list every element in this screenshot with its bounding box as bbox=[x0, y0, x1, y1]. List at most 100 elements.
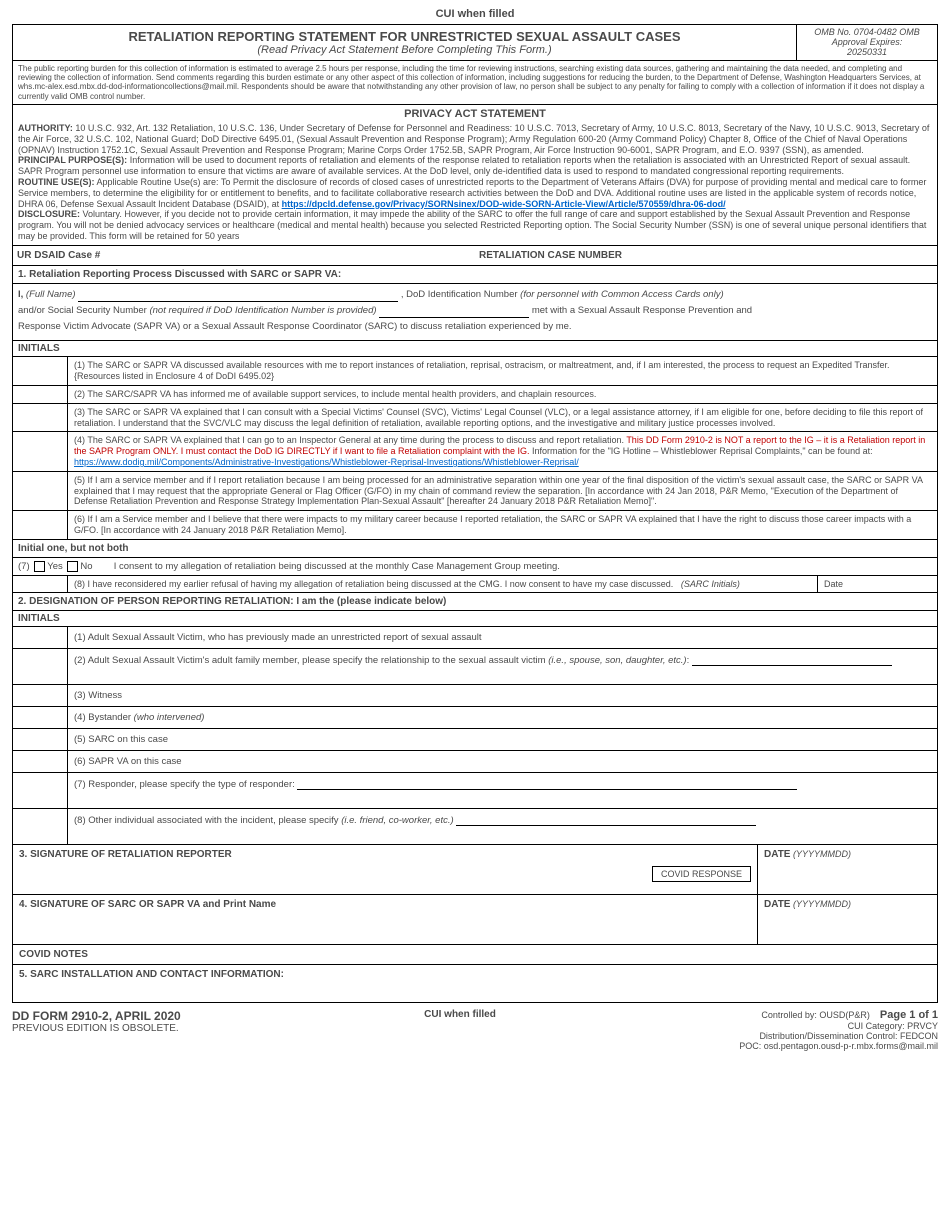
s2-r8-initials[interactable] bbox=[13, 809, 68, 844]
s2-r7-text: (7) Responder, please specify the type o… bbox=[68, 773, 937, 808]
item-4-text-b: Information for the "IG Hotline – Whistl… bbox=[530, 446, 873, 456]
s2-r2-text-b: (i.e., spouse, son, daughter, etc.) bbox=[548, 655, 686, 666]
item-5-row: (5) If I am a service member and if I re… bbox=[13, 471, 937, 510]
item-7-number: (7) bbox=[18, 561, 30, 572]
footer: DD FORM 2910-2, APRIL 2020 PREVIOUS EDIT… bbox=[12, 1009, 938, 1051]
case-number-row: UR DSAID Case # RETALIATION CASE NUMBER bbox=[12, 246, 938, 266]
dsaid-case-label: UR DSAID Case # bbox=[13, 246, 475, 265]
dod-id-label: , DoD Identification Number bbox=[401, 289, 518, 300]
no-label: No bbox=[80, 561, 92, 572]
s2-r7-field[interactable] bbox=[297, 778, 797, 790]
item-6-row: (6) If I am a Service member and I belie… bbox=[13, 510, 937, 539]
page-number: Page 1 of 1 bbox=[880, 1009, 938, 1021]
section-2-initials-label: INITIALS bbox=[13, 611, 937, 626]
title-main: RETALIATION REPORTING STATEMENT FOR UNRE… bbox=[13, 25, 797, 60]
s2-row-3: (3) Witness bbox=[12, 685, 938, 707]
form-title: RETALIATION REPORTING STATEMENT FOR UNRE… bbox=[17, 29, 792, 44]
section-1-line3: Response Victim Advocate (SAPR VA) or a … bbox=[18, 320, 932, 334]
s2-r2-initials[interactable] bbox=[13, 649, 68, 684]
s2-r2-text-a: (2) Adult Sexual Assault Victim's adult … bbox=[74, 655, 548, 666]
item-8-date-label: Date bbox=[817, 576, 937, 592]
item-4-text-a: (4) The SARC or SAPR VA explained that I… bbox=[74, 435, 626, 445]
s2-r1-initials[interactable] bbox=[13, 627, 68, 648]
item-6-initials[interactable] bbox=[13, 511, 68, 539]
routine-link[interactable]: https://dpcld.defense.gov/Privacy/SORNsi… bbox=[282, 199, 726, 209]
purpose-text: Information will be used to document rep… bbox=[18, 155, 910, 176]
item-2-row: (2) The SARC/SAPR VA has informed me of … bbox=[13, 385, 937, 403]
ssn-label: and/or Social Security Number bbox=[18, 305, 147, 316]
s2-r1-text: (1) Adult Sexual Assault Victim, who has… bbox=[68, 627, 937, 648]
section-3-date-label: DATE bbox=[764, 849, 790, 860]
authority-label: AUTHORITY: bbox=[18, 123, 73, 133]
s2-row-6: (6) SAPR VA on this case bbox=[12, 751, 938, 773]
s2-row-4: (4) Bystander (who intervened) bbox=[12, 707, 938, 729]
section-4-label: 4. SIGNATURE OF SARC OR SAPR VA and Prin… bbox=[19, 899, 751, 910]
s2-row-7: (7) Responder, please specify the type o… bbox=[12, 773, 938, 809]
s2-row-8: (8) Other individual associated with the… bbox=[12, 809, 938, 845]
initials-block: INITIALS (1) The SARC or SAPR VA discuss… bbox=[12, 341, 938, 539]
omb-number: OMB No. 0704-0482 OMB bbox=[799, 27, 935, 37]
s2-r5-text: (5) SARC on this case bbox=[68, 729, 937, 750]
sarc-initials-label: (SARC Initials) bbox=[681, 579, 740, 589]
distribution-control: Distribution/Dissemination Control: FEDC… bbox=[739, 1031, 938, 1041]
item-2-initials[interactable] bbox=[13, 386, 68, 403]
s2-r3-initials[interactable] bbox=[13, 685, 68, 706]
reporter-signature-field[interactable]: COVID RESPONSE bbox=[19, 860, 751, 890]
yes-checkbox[interactable] bbox=[34, 561, 45, 572]
section-1-body: I, (Full Name) , DoD Identification Numb… bbox=[12, 284, 938, 342]
section-2-head: 2. DESIGNATION OF PERSON REPORTING RETAL… bbox=[12, 593, 938, 611]
s2-r8-text: (8) Other individual associated with the… bbox=[68, 809, 937, 844]
routine-label: ROUTINE USE(S): bbox=[18, 177, 95, 187]
item-4-link[interactable]: https://www.dodig.mil/Components/Adminis… bbox=[74, 457, 579, 467]
item-8-row: (8) I have reconsidered my earlier refus… bbox=[12, 576, 938, 593]
s2-r3-text: (3) Witness bbox=[68, 685, 937, 706]
item-1-row: (1) The SARC or SAPR VA discussed availa… bbox=[13, 356, 937, 385]
item-7-text: I consent to my allegation of retaliatio… bbox=[114, 561, 560, 572]
item-2-text: (2) The SARC/SAPR VA has informed me of … bbox=[68, 386, 937, 403]
met-with-text: met with a Sexual Assault Response Preve… bbox=[532, 305, 752, 316]
item-7-row: (7) Yes No I consent to my allegation of… bbox=[12, 558, 938, 576]
item-4-row: (4) The SARC or SAPR VA explained that I… bbox=[13, 431, 937, 470]
initials-heading: INITIALS bbox=[13, 341, 937, 356]
item-8-text: (8) I have reconsidered my earlier refus… bbox=[74, 579, 673, 589]
item-3-initials[interactable] bbox=[13, 404, 68, 432]
item-4-text: (4) The SARC or SAPR VA explained that I… bbox=[68, 432, 937, 470]
initial-one-head: Initial one, but not both bbox=[12, 540, 938, 558]
ssn-field[interactable] bbox=[379, 306, 529, 318]
s2-r4-text-a: (4) Bystander bbox=[74, 712, 134, 723]
s2-r7-initials[interactable] bbox=[13, 773, 68, 808]
item-4-initials[interactable] bbox=[13, 432, 68, 470]
s2-r8-field[interactable] bbox=[456, 814, 756, 826]
form-number: DD FORM 2910-2, APRIL 2020 bbox=[12, 1009, 181, 1023]
omb-expires-label: Approval Expires: bbox=[799, 37, 935, 47]
section-1-head: 1. Retaliation Reporting Process Discuss… bbox=[12, 266, 938, 284]
title-row: RETALIATION REPORTING STATEMENT FOR UNRE… bbox=[12, 24, 938, 61]
full-name-label: (Full Name) bbox=[26, 289, 76, 300]
section-5: 5. SARC INSTALLATION AND CONTACT INFORMA… bbox=[12, 965, 938, 1003]
s2-r2-field[interactable] bbox=[692, 654, 892, 666]
section-4-row: 4. SIGNATURE OF SARC OR SAPR VA and Prin… bbox=[12, 895, 938, 945]
retaliation-case-label: RETALIATION CASE NUMBER bbox=[475, 246, 937, 265]
full-name-field[interactable] bbox=[78, 290, 398, 302]
s2-r2-text: (2) Adult Sexual Assault Victim's adult … bbox=[68, 649, 937, 684]
s2-r5-initials[interactable] bbox=[13, 729, 68, 750]
section-2-rows: (1) Adult Sexual Assault Victim, who has… bbox=[12, 627, 938, 845]
item-8-initials[interactable] bbox=[13, 576, 68, 592]
item-3-text: (3) The SARC or SAPR VA explained that I… bbox=[68, 404, 937, 432]
previous-edition-note: PREVIOUS EDITION IS OBSOLETE. bbox=[12, 1023, 181, 1034]
item-1-initials[interactable] bbox=[13, 357, 68, 385]
s2-r7-label: (7) Responder, please specify the type o… bbox=[74, 779, 295, 790]
s2-r6-initials[interactable] bbox=[13, 751, 68, 772]
item-5-text: (5) If I am a service member and if I re… bbox=[68, 472, 937, 510]
item-5-initials[interactable] bbox=[13, 472, 68, 510]
no-checkbox[interactable] bbox=[67, 561, 78, 572]
s2-r4-initials[interactable] bbox=[13, 707, 68, 728]
section-3-label: 3. SIGNATURE OF RETALIATION REPORTER bbox=[19, 849, 751, 860]
covid-notes: COVID NOTES bbox=[12, 945, 938, 965]
form-subtitle: (Read Privacy Act Statement Before Compl… bbox=[17, 44, 792, 56]
section-3-date-format: (YYYYMMDD) bbox=[793, 849, 851, 859]
s2-row-1: (1) Adult Sexual Assault Victim, who has… bbox=[12, 627, 938, 649]
s2-r4-text: (4) Bystander (who intervened) bbox=[68, 707, 937, 728]
poc: POC: osd.pentagon.ousd-p-r.mbx.forms@mai… bbox=[739, 1041, 938, 1051]
sarc-signature-field[interactable] bbox=[19, 910, 751, 940]
